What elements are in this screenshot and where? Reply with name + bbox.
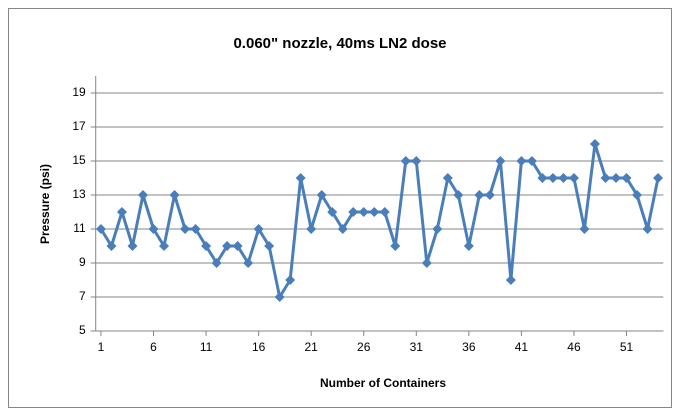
data-point	[306, 224, 317, 234]
data-point	[453, 190, 464, 200]
x-tick-label: 1	[98, 340, 105, 354]
data-point	[600, 173, 611, 183]
chart-frame	[8, 8, 672, 408]
chart-title: 0.060" nozzle, 40ms LN2 dose	[233, 35, 446, 52]
x-tick-label: 31	[410, 340, 424, 354]
data-point	[411, 156, 422, 166]
data-point	[211, 258, 222, 268]
data-point	[201, 241, 212, 251]
y-tick-label: 17	[72, 119, 86, 133]
y-axis-title: Pressure (psi)	[38, 164, 52, 244]
data-point	[148, 224, 159, 234]
x-tick-label: 11	[200, 340, 213, 354]
data-point	[537, 173, 548, 183]
data-point	[138, 190, 148, 200]
data-point	[95, 224, 106, 234]
data-point	[369, 207, 380, 217]
data-point	[442, 173, 453, 183]
y-tick-label: 15	[72, 153, 86, 167]
x-tick-label: 16	[252, 340, 266, 354]
data-point	[484, 190, 495, 200]
data-point	[505, 275, 516, 285]
x-tick-label: 6	[150, 340, 157, 354]
data-point	[474, 190, 485, 200]
x-axis-title: Number of Containers	[320, 376, 446, 390]
y-tick-label: 11	[73, 221, 86, 235]
data-point	[526, 156, 537, 166]
data-point	[159, 241, 170, 251]
data-point	[432, 224, 443, 234]
data-point	[348, 207, 359, 217]
x-tick-label: 41	[515, 340, 529, 354]
data-point	[390, 241, 401, 251]
data-point	[243, 258, 254, 268]
data-point	[358, 207, 369, 217]
data-point	[337, 224, 348, 234]
data-point	[106, 241, 117, 251]
data-point	[632, 190, 643, 200]
data-point	[274, 292, 285, 302]
data-point	[253, 224, 264, 234]
data-point	[568, 173, 579, 183]
data-point	[421, 258, 432, 268]
data-point	[547, 173, 558, 183]
data-point	[589, 139, 600, 149]
x-tick-label: 21	[304, 340, 318, 354]
data-point	[463, 241, 474, 251]
data-point	[579, 224, 590, 234]
y-tick-label: 5	[79, 323, 86, 337]
data-point	[169, 190, 180, 200]
data-point	[295, 173, 306, 183]
x-tick-label: 36	[462, 340, 476, 354]
data-point	[642, 224, 653, 234]
data-point	[222, 241, 233, 251]
y-tick-label: 7	[79, 289, 86, 303]
data-point	[190, 224, 201, 234]
data-point	[264, 241, 275, 251]
data-point	[558, 173, 569, 183]
y-tick-label: 19	[72, 85, 86, 99]
x-tick-label: 51	[620, 340, 634, 354]
data-point	[400, 156, 411, 166]
data-point	[285, 275, 296, 285]
y-tick-label: 9	[79, 255, 86, 269]
data-point	[621, 173, 632, 183]
data-point	[232, 241, 243, 251]
data-point	[379, 207, 390, 217]
data-point	[327, 207, 338, 217]
data-point	[611, 173, 621, 183]
data-point	[116, 207, 127, 217]
y-tick-label: 13	[72, 187, 86, 201]
data-point	[516, 156, 527, 166]
data-point	[653, 173, 664, 183]
data-point	[127, 241, 138, 251]
x-tick-label: 26	[357, 340, 371, 354]
x-tick-label: 46	[567, 340, 581, 354]
data-point	[180, 224, 191, 234]
data-point	[495, 156, 506, 166]
data-point	[316, 190, 327, 200]
